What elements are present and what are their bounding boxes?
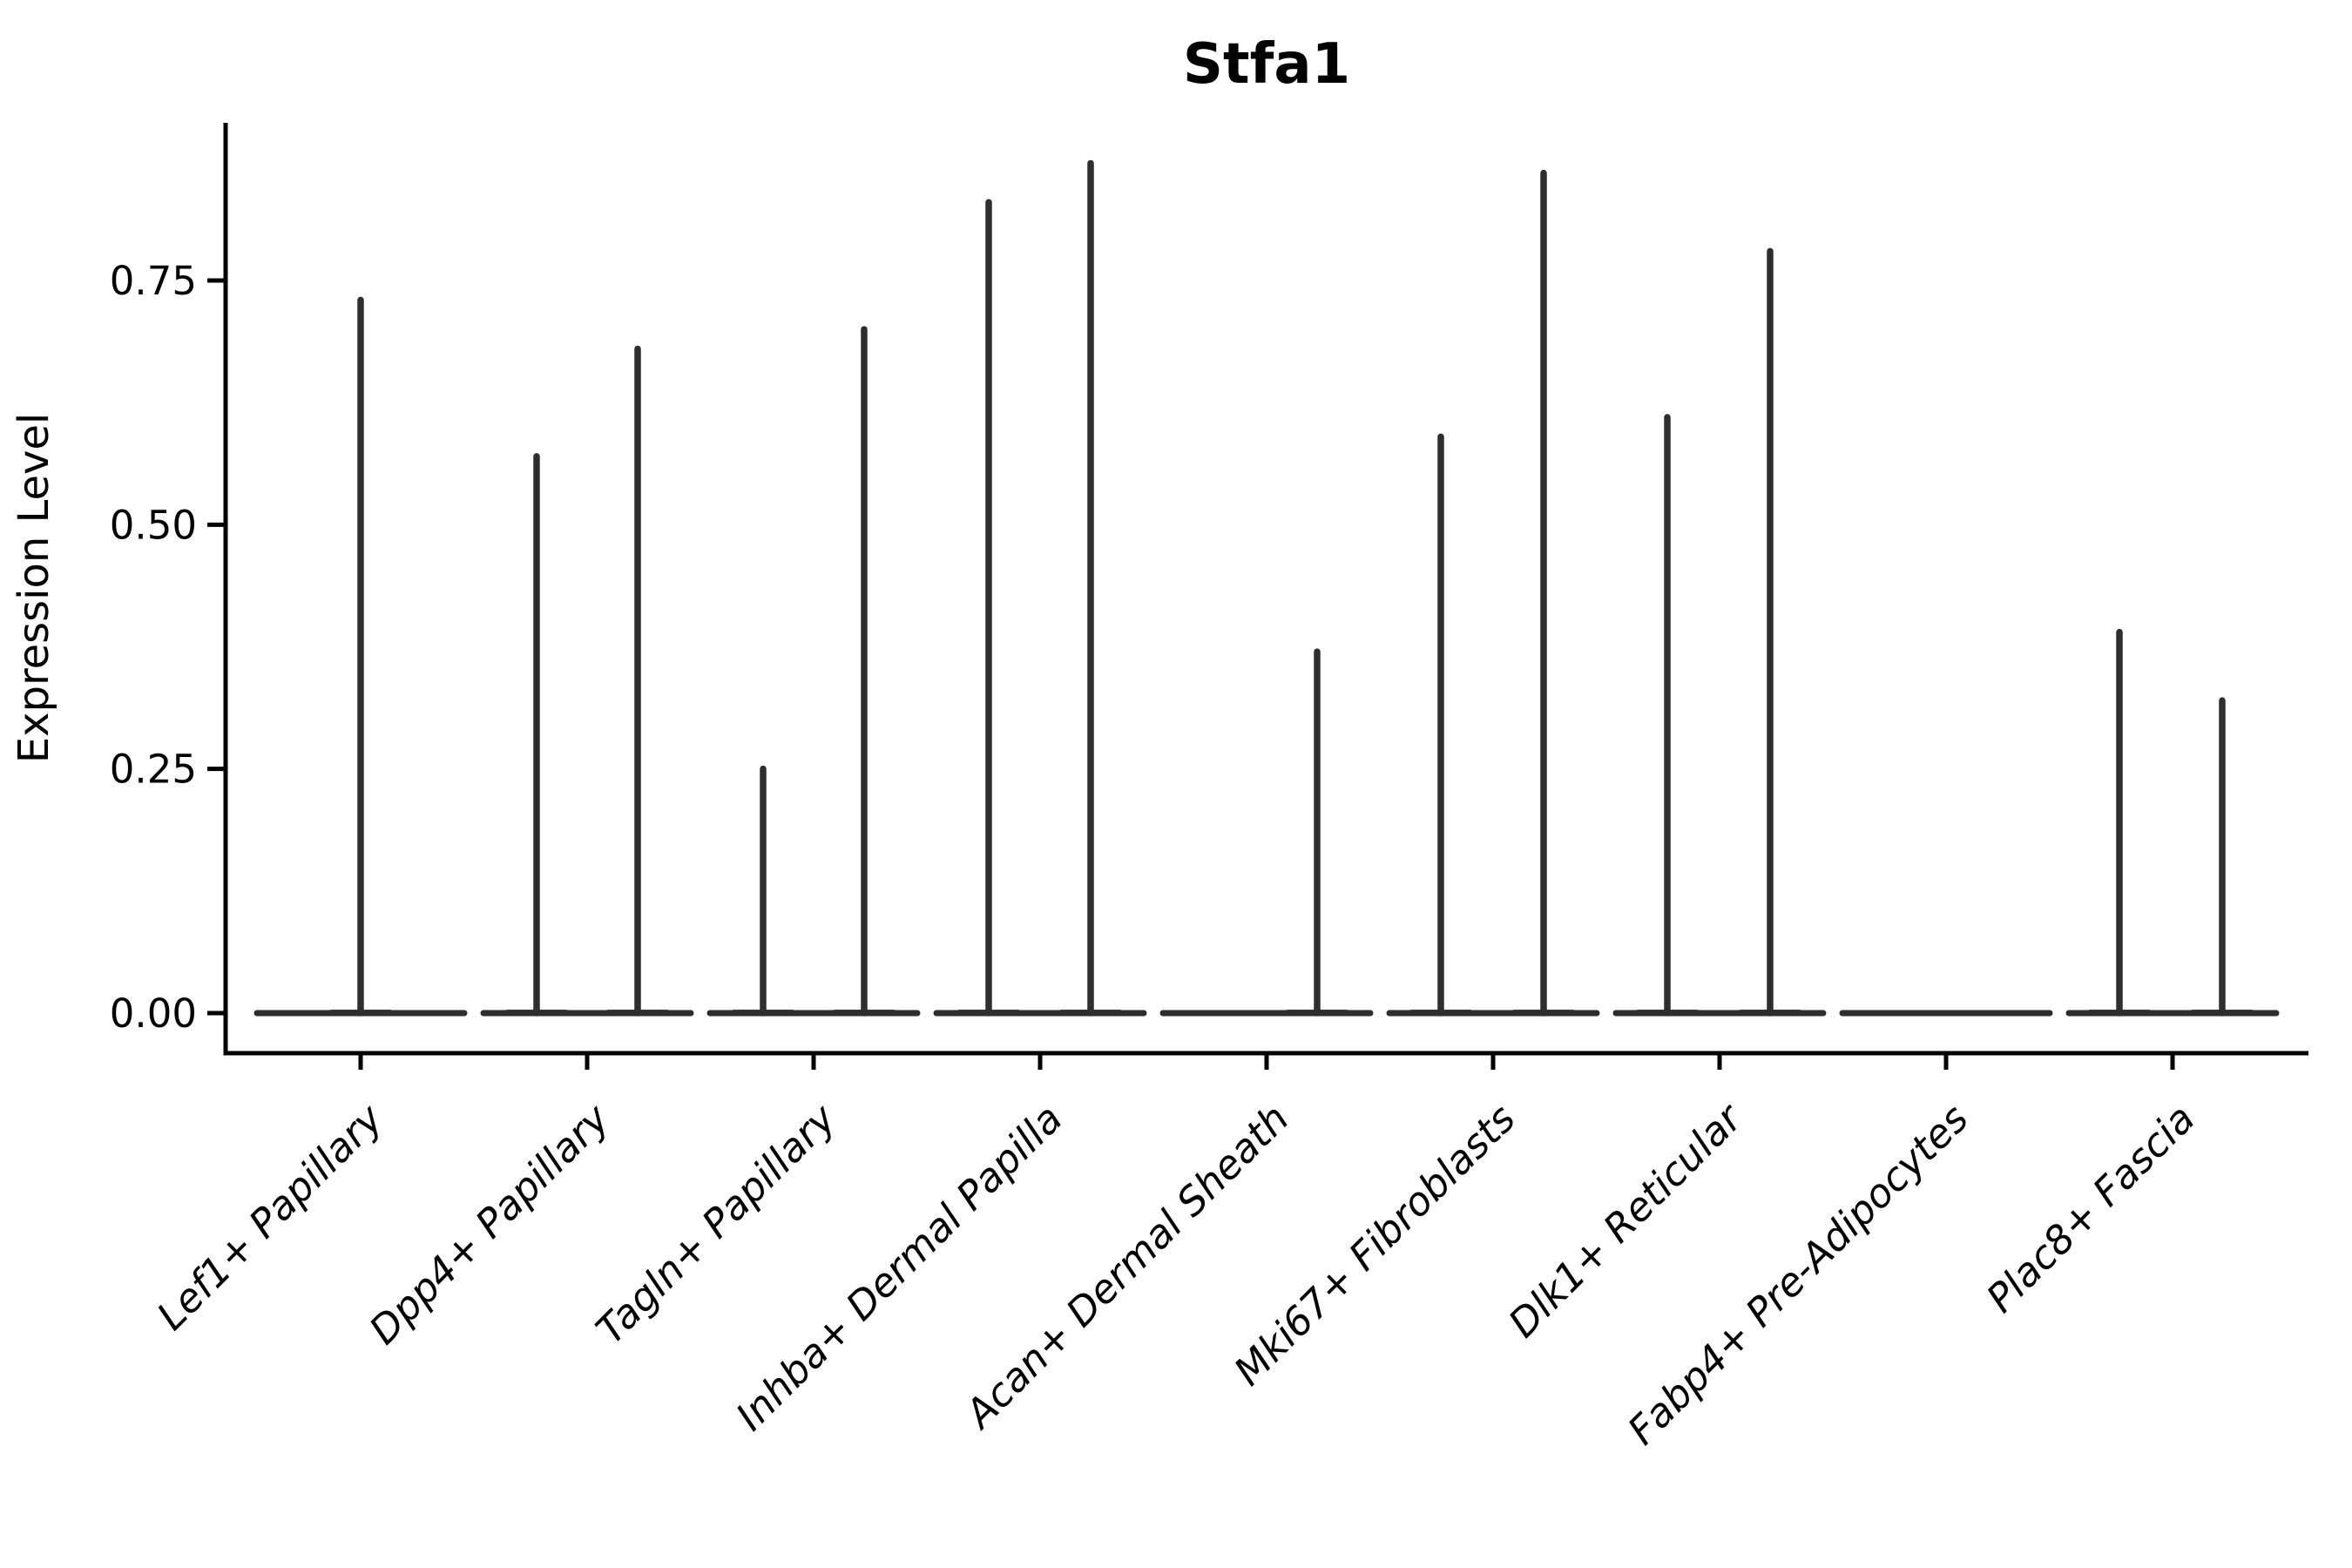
y-axis-label: Expression Level bbox=[10, 413, 58, 764]
violins-layer bbox=[253, 159, 2280, 1017]
violin bbox=[2065, 628, 2280, 1017]
violin bbox=[253, 296, 468, 1017]
violin bbox=[1159, 648, 1374, 1017]
violin bbox=[480, 345, 694, 1017]
y-tick-label: 0.75 bbox=[110, 258, 197, 304]
x-tick-label: Tagln+ Papillary bbox=[587, 1094, 846, 1353]
x-tick-label: Lef1+ Papillary bbox=[148, 1094, 393, 1339]
chart-title: Stfa1 bbox=[1183, 32, 1350, 97]
x-tick-label: Dlk1+ Reticular bbox=[1499, 1094, 1752, 1347]
y-tick-label: 0.25 bbox=[110, 747, 197, 793]
violin bbox=[1612, 247, 1827, 1017]
y-tick-label: 0.50 bbox=[110, 502, 197, 548]
x-tick-label: Plac8+ Fascia bbox=[1977, 1095, 2204, 1321]
violin bbox=[1386, 169, 1600, 1017]
violin bbox=[706, 326, 921, 1017]
x-tick-label: Dpp4+ Papillary bbox=[361, 1094, 619, 1353]
y-tick-label: 0.00 bbox=[110, 990, 197, 1037]
violin bbox=[933, 159, 1147, 1017]
